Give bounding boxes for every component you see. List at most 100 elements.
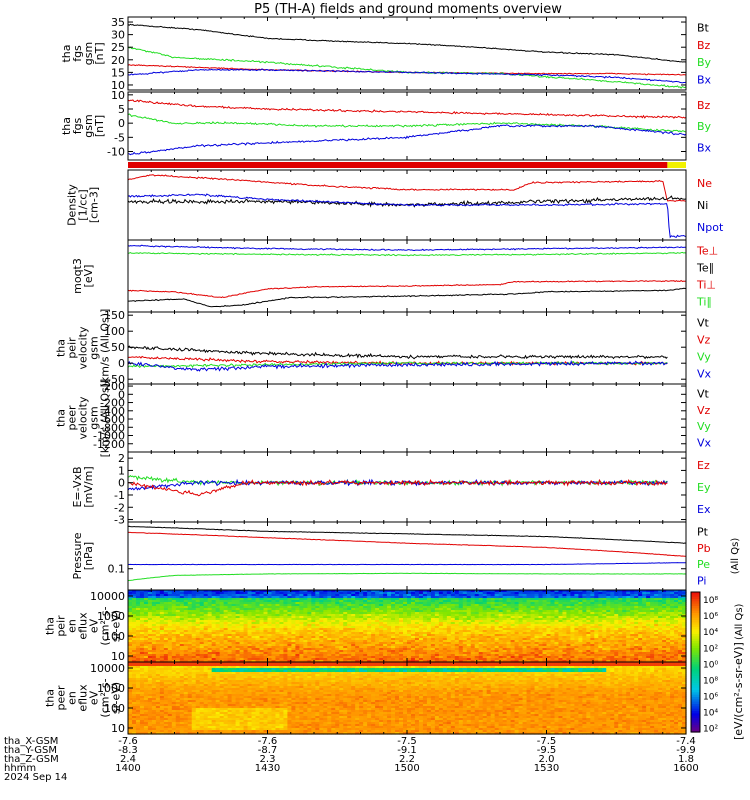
spectrogram-cell bbox=[235, 628, 241, 631]
spectrogram-cell bbox=[315, 628, 320, 631]
spectrogram-cell bbox=[470, 616, 476, 619]
spectrogram-cell bbox=[175, 614, 181, 617]
spectrogram-cell bbox=[187, 598, 193, 601]
spectrogram-cell bbox=[319, 592, 324, 595]
spectrogram-cell bbox=[458, 644, 464, 647]
spectrogram-cell bbox=[399, 628, 404, 631]
spectrogram-cell bbox=[534, 598, 540, 601]
spectrogram-cell bbox=[395, 644, 400, 647]
spectrogram-cell bbox=[534, 600, 540, 603]
spectrogram-cell bbox=[263, 638, 269, 641]
spectrogram-cell bbox=[203, 594, 209, 597]
spectrogram-cell bbox=[343, 644, 348, 647]
spectrogram-cell bbox=[590, 640, 595, 643]
spectrogram-cell bbox=[403, 624, 408, 627]
spectrogram-cell bbox=[363, 636, 368, 639]
spectrogram-cell bbox=[454, 644, 460, 647]
spectrogram-cell bbox=[143, 592, 149, 595]
spectrogram-cell bbox=[450, 658, 456, 661]
spectrogram-cell bbox=[323, 618, 328, 621]
spectrogram-cell bbox=[135, 634, 141, 637]
spectrogram-cell bbox=[594, 630, 599, 633]
spectrogram-cell bbox=[466, 610, 472, 613]
spectrogram-cell bbox=[534, 608, 540, 611]
spectrogram-cell bbox=[387, 596, 392, 599]
spectrogram-cell bbox=[223, 626, 229, 629]
spectrogram-cell bbox=[526, 626, 532, 629]
spectrogram-cell bbox=[247, 652, 253, 655]
spectrogram-cell bbox=[562, 592, 568, 595]
spectrogram-cell bbox=[542, 614, 548, 617]
spectrogram-cell bbox=[195, 654, 201, 657]
spectrogram-cell bbox=[474, 602, 480, 605]
spectrogram-cell bbox=[482, 622, 488, 625]
spectrogram-cell bbox=[223, 622, 229, 625]
spectrogram-cell bbox=[506, 612, 512, 615]
spectrogram-cell bbox=[502, 614, 508, 617]
spectrogram-cell bbox=[442, 626, 448, 629]
spectrogram-cell bbox=[331, 642, 336, 645]
spectrogram-cell bbox=[383, 642, 388, 645]
series-Pb bbox=[127, 531, 687, 557]
spectrogram-cell bbox=[347, 606, 352, 609]
spectrogram-cell bbox=[498, 604, 504, 607]
spectrogram-cell bbox=[474, 626, 480, 629]
spectrogram-cell bbox=[331, 604, 336, 607]
spectrogram-cell bbox=[323, 630, 328, 633]
spectrogram-cell bbox=[407, 630, 412, 633]
spectrogram-cell bbox=[163, 608, 169, 611]
spectrogram-cell bbox=[175, 650, 181, 653]
spectrogram-cell bbox=[403, 638, 408, 641]
spectrogram-cell bbox=[351, 650, 356, 653]
spectrogram-cell bbox=[558, 624, 564, 627]
spectrogram-cell bbox=[279, 620, 285, 623]
spectrogram-cell bbox=[426, 594, 432, 597]
spectrogram-cell bbox=[590, 632, 595, 635]
spectrogram-cell bbox=[610, 622, 615, 625]
spectrogram-cell bbox=[315, 622, 320, 625]
spectrogram-cell bbox=[534, 642, 540, 645]
spectrogram-cell bbox=[227, 646, 233, 649]
spectrogram-cell bbox=[231, 622, 237, 625]
spectrogram-cell bbox=[399, 602, 404, 605]
spectrogram-cell bbox=[438, 630, 444, 633]
spectrogram-cell bbox=[446, 640, 452, 643]
spectrogram-cell bbox=[602, 600, 607, 603]
spectrogram-cell bbox=[458, 624, 464, 627]
spectrogram-cell bbox=[598, 652, 603, 655]
spectrogram-cell bbox=[139, 608, 145, 611]
spectrogram-cell bbox=[283, 606, 289, 609]
spectrogram-cell bbox=[151, 658, 157, 661]
spectrogram-cell bbox=[610, 596, 615, 599]
spectrogram-cell bbox=[227, 618, 233, 621]
spectrogram-cell bbox=[399, 624, 404, 627]
spectrogram-cell bbox=[271, 610, 277, 613]
spectrogram-cell bbox=[502, 608, 508, 611]
spectrogram-cell bbox=[375, 610, 380, 613]
spectrogram-cell bbox=[203, 640, 209, 643]
spectrogram-cell bbox=[275, 644, 281, 647]
spectrogram-cell bbox=[486, 608, 492, 611]
spectrogram-cell bbox=[227, 614, 233, 617]
spectrogram-cell bbox=[470, 624, 476, 627]
spectrogram-cell bbox=[534, 658, 540, 661]
spectrogram-cell bbox=[414, 658, 420, 661]
spectrogram-cell bbox=[367, 634, 372, 637]
spectrogram-cell bbox=[574, 658, 579, 661]
spectrogram-cell bbox=[211, 624, 217, 627]
spectrogram-cell bbox=[598, 614, 603, 617]
spectrogram-cell bbox=[522, 592, 528, 595]
spectrogram-cell bbox=[375, 592, 380, 595]
spectrogram-cell bbox=[470, 626, 476, 629]
spectrogram-cell bbox=[462, 642, 468, 645]
spectrogram-cell bbox=[498, 626, 504, 629]
spectrogram-cell bbox=[363, 590, 368, 593]
spectrogram-cell bbox=[251, 634, 257, 637]
series-Bt bbox=[127, 23, 687, 63]
spectrogram-cell bbox=[131, 594, 137, 597]
spectrogram-cell bbox=[195, 656, 201, 659]
spectrogram-cell bbox=[347, 646, 352, 649]
spectrogram-cell bbox=[538, 654, 544, 657]
spectrogram-cell bbox=[538, 606, 544, 609]
spectrogram-cell bbox=[359, 620, 364, 623]
